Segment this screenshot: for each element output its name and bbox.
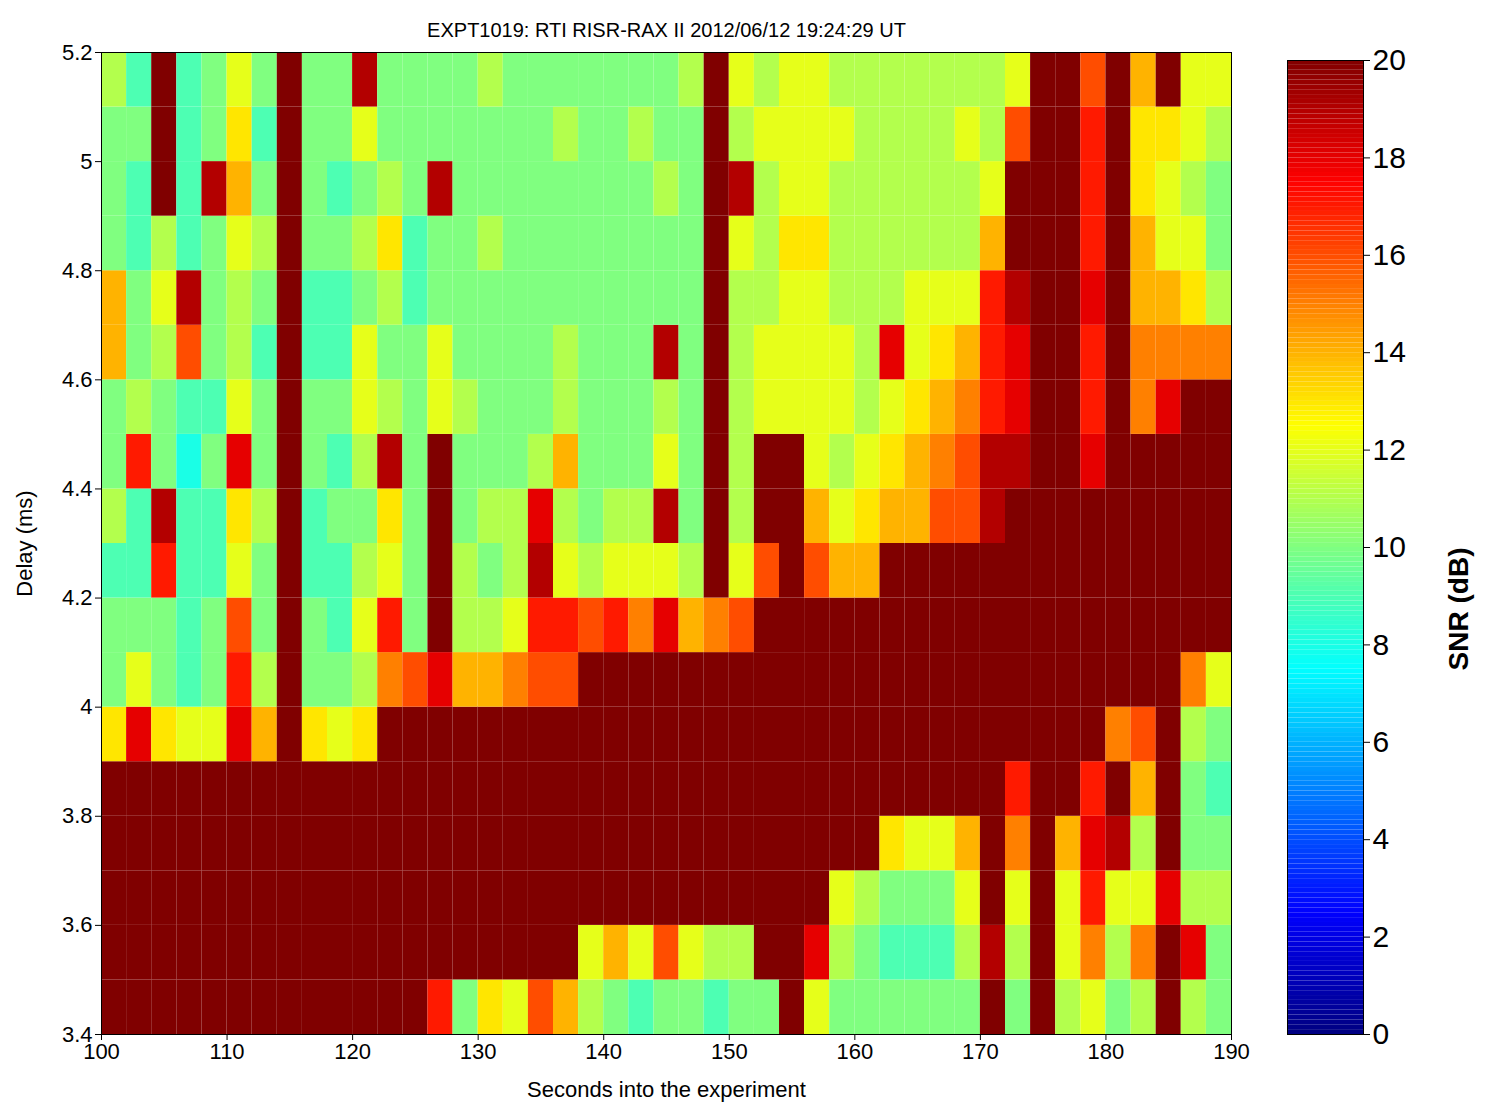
svg-text:130: 130	[460, 1039, 497, 1064]
svg-text:8: 8	[1373, 628, 1390, 661]
svg-text:180: 180	[1088, 1039, 1125, 1064]
svg-text:4: 4	[80, 694, 92, 719]
svg-text:3.6: 3.6	[62, 912, 93, 937]
svg-text:5: 5	[80, 149, 92, 174]
svg-text:18: 18	[1373, 141, 1406, 174]
svg-text:10: 10	[1373, 530, 1406, 563]
svg-text:4.2: 4.2	[62, 585, 93, 610]
svg-text:0: 0	[1373, 1017, 1390, 1050]
svg-text:190: 190	[1213, 1039, 1250, 1064]
svg-text:2: 2	[1373, 920, 1390, 953]
svg-text:16: 16	[1373, 238, 1406, 271]
svg-text:6: 6	[1373, 725, 1390, 758]
svg-text:5.2: 5.2	[62, 40, 93, 65]
svg-text:20: 20	[1373, 43, 1406, 76]
svg-text:4.8: 4.8	[62, 258, 93, 283]
svg-text:Delay (ms): Delay (ms)	[12, 490, 37, 596]
svg-text:150: 150	[711, 1039, 748, 1064]
svg-text:3.8: 3.8	[62, 803, 93, 828]
svg-text:4.6: 4.6	[62, 367, 93, 392]
svg-text:3.4: 3.4	[61, 1021, 93, 1047]
svg-text:SNR (dB): SNR (dB)	[1443, 548, 1474, 671]
svg-text:110: 110	[210, 1039, 245, 1064]
svg-text:160: 160	[836, 1039, 873, 1064]
svg-text:170: 170	[962, 1039, 999, 1064]
svg-text:4: 4	[1373, 822, 1390, 855]
svg-text:100: 100	[83, 1039, 120, 1064]
svg-text:14: 14	[1373, 335, 1406, 368]
svg-text:Seconds into the experiment: Seconds into the experiment	[527, 1077, 806, 1102]
svg-text:140: 140	[585, 1039, 622, 1064]
svg-text:EXPT1019: RTI RISR-RAX II 2012: EXPT1019: RTI RISR-RAX II 2012/06/12 19:…	[427, 19, 906, 41]
svg-text:12: 12	[1373, 433, 1406, 466]
svg-text:120: 120	[334, 1039, 371, 1064]
svg-text:4.4: 4.4	[62, 476, 93, 501]
